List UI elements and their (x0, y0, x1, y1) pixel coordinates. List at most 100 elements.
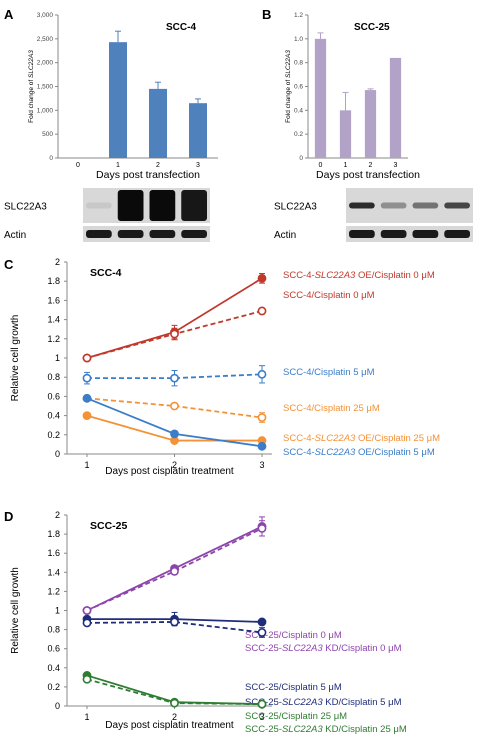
series-label-part: SCC-25/Cisplatin 5 μM (245, 682, 342, 693)
y-tick-label: 0.4 (47, 411, 60, 421)
panel-C: C 0 0.2 0.4 0.6 0.8 1 1.2 1.4 1.6 1.8 2 1 2 3 SCC-4 Days… (4, 257, 440, 477)
actin-band (444, 230, 470, 238)
series-label: SCC-25-SLC22A3 KD/Cisplatin 5 μM (245, 697, 402, 708)
western-blot: SLC22A3 Actin (274, 188, 473, 242)
panel-letter: C (4, 257, 14, 272)
series: SCC-4/Cisplatin 25 μM (82, 393, 380, 423)
y-tick-label: 3,000 (37, 12, 54, 19)
series-label-part: KD/Cisplatin 0 μM (323, 643, 402, 654)
data-point (82, 373, 92, 383)
x-tick-label: 3 (196, 162, 200, 169)
series-label-part: SCC-4- (283, 447, 315, 458)
panel-D: D 0 0.2 0.4 0.6 0.8 1 1.2 1.4 1.6 1.8 2 1 2 3 SCC-25 Day… (4, 509, 407, 735)
series-label-part: SLC22A3 (315, 433, 356, 444)
blot-label: Actin (274, 230, 296, 241)
series: SCC-4/Cisplatin 5 μM (82, 365, 375, 387)
x-tick-label: 1 (344, 162, 348, 169)
data-point (257, 306, 267, 316)
x-tick-label: 3 (259, 460, 264, 470)
data-point (170, 698, 179, 708)
y-axis-label: Fold change of SLC22A3 (285, 50, 292, 123)
series: SCC-25-SLC22A3 KD/Cisplatin 5 μM (82, 617, 402, 708)
series-label: SCC-25-SLC22A3 KD/Cisplatin 25 μM (245, 724, 407, 735)
series-label-part: SCC-4/Cisplatin 0 μM (283, 290, 375, 301)
y-axis-label-gene: SLC22A3 (28, 50, 35, 78)
data-point (257, 617, 267, 627)
y-tick-label: 0.8 (47, 625, 60, 635)
data-point (257, 369, 267, 379)
y-tick-label: 1.4 (47, 567, 60, 577)
x-axis-label: Days post transfection (316, 169, 420, 181)
blot-band (412, 202, 439, 209)
blot-band (149, 190, 176, 221)
y-tick-label: 2,000 (37, 60, 54, 67)
blot-band (349, 202, 375, 209)
y-tick-label: 0.8 (47, 372, 60, 382)
actin-band (117, 230, 144, 238)
series-line (86, 621, 263, 634)
y-tick-label: 1 (55, 353, 60, 363)
x-axis-label: Days post cisplatin treatment (105, 466, 234, 477)
bar (109, 42, 127, 158)
y-tick-label: 1.6 (47, 295, 60, 305)
series-label-part: SCC-25/Cisplatin 0 μM (245, 630, 342, 641)
data-point (170, 329, 179, 339)
y-tick-label: 0.6 (47, 391, 60, 401)
y-tick-label: 0.2 (47, 682, 60, 692)
series: SCC-4-SLC22A3 OE/Cisplatin 25 μM (82, 411, 440, 445)
y-tick-label: 0.6 (47, 644, 60, 654)
y-tick-label: 2,500 (37, 36, 54, 43)
actin-band (149, 230, 176, 238)
series-line (86, 527, 263, 612)
blot-label: SLC22A3 (4, 202, 47, 213)
series-label-part: SCC-4- (283, 433, 315, 444)
y-tick-label: 2 (55, 510, 60, 520)
panel-letter: A (4, 7, 14, 22)
y-tick-label: 500 (42, 131, 53, 138)
data-point (257, 273, 267, 283)
series-label-part: SLC22A3 (282, 724, 323, 735)
series-label: SCC-25-SLC22A3 KD/Cisplatin 0 μM (245, 643, 402, 654)
data-point (170, 566, 179, 576)
y-tick-label: 1 (55, 606, 60, 616)
series-label: SCC-25/Cisplatin 0 μM (245, 630, 342, 641)
x-axis-label: Days post cisplatin treatment (105, 720, 234, 731)
panel-A: A 0 500 1,000 1,500 2,000 2,500 3,000 0 1 2 3 SCC-4 D… (4, 7, 218, 242)
x-tick-label: 1 (116, 162, 120, 169)
actin-band (181, 230, 207, 238)
blot-band (380, 202, 407, 209)
series-line (87, 373, 263, 380)
series-label: SCC-4/Cisplatin 25 μM (283, 403, 380, 414)
y-tick-label: 1,500 (37, 84, 54, 91)
panel-B: B 0 0.2 0.4 0.6 0.8 1.0 1.2 0 1 2 3 SCC-25 Days post … (262, 7, 473, 242)
series-label: SCC-25/Cisplatin 5 μM (245, 682, 342, 693)
series: SCC-25-SLC22A3 KD/Cisplatin 0 μM (82, 520, 402, 654)
data-point (257, 628, 267, 637)
blot-label: SLC22A3 (274, 202, 317, 213)
x-tick-label: 2 (156, 162, 160, 169)
y-tick-label: 0.4 (294, 107, 303, 114)
x-tick-label: 2 (172, 712, 177, 722)
x-tick-label: 3 (259, 712, 264, 722)
series-label-part: KD/Cisplatin 25 μM (323, 724, 407, 735)
y-tick-label: 1.2 (294, 12, 303, 19)
blot-band (444, 202, 470, 209)
series-label-part: SCC-25/Cisplatin 25 μM (245, 711, 347, 722)
y-axis-label-gene: SLC22A3 (285, 50, 292, 78)
blot-band (86, 202, 112, 209)
series-label-part: OE/Cisplatin 0 μM (355, 270, 434, 281)
series-label-part: OE/Cisplatin 5 μM (355, 447, 434, 458)
data-point (82, 393, 92, 403)
data-point (82, 618, 92, 628)
y-axis-label: Relative cell growth (10, 315, 21, 402)
bar (364, 90, 377, 158)
blot-band (117, 190, 144, 221)
series: SCC-4-SLC22A3 OE/Cisplatin 5 μM (82, 393, 435, 458)
series-label-part: SLC22A3 (282, 697, 323, 708)
series-label-part: SLC22A3 (315, 270, 356, 281)
panel-letter: B (262, 7, 271, 22)
y-tick-label: 1.0 (294, 36, 303, 43)
x-tick-label: 0 (76, 162, 80, 169)
y-tick-label: 0.8 (294, 60, 303, 67)
actin-band (86, 230, 112, 238)
